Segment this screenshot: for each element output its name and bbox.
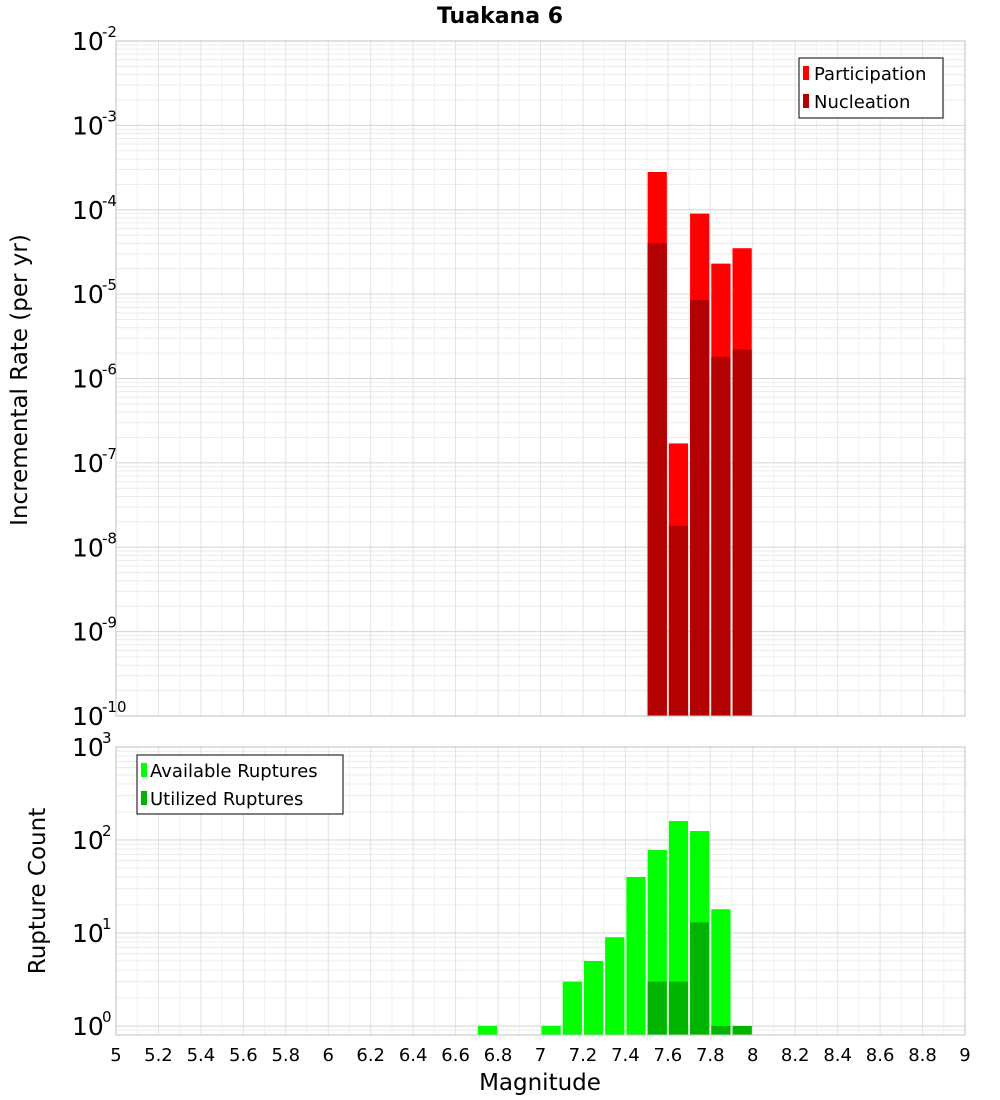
legend-label-utilized: Utilized Ruptures — [150, 789, 303, 810]
x-tick-label: 8.2 — [781, 1045, 810, 1066]
y-tick-label: 10 — [72, 618, 104, 647]
magnitude-x-ticks: 5 5.2 5.4 5.6 5.8 6 6.2 6.4 6.6 6.8 7 7.2 7.4 7.6 7.8 8… — [110, 1045, 970, 1066]
y-tick-exponent: 1 — [102, 915, 112, 933]
nucleation-bar — [690, 300, 710, 716]
rate-legend: Participation Nucleation — [798, 57, 944, 119]
y-tick-label: 10 — [72, 826, 104, 855]
y-tick-exponent: -4 — [102, 192, 117, 210]
x-tick-label: 5.2 — [144, 1045, 173, 1066]
utilized-ruptures-bar — [690, 922, 710, 1035]
legend-label-available: Available Ruptures — [150, 761, 318, 782]
y-tick-exponent: 2 — [102, 822, 112, 840]
legend-swatch-available — [141, 763, 147, 777]
x-tick-label: 9 — [959, 1045, 970, 1066]
count-legend-box — [136, 754, 344, 815]
y-tick-exponent: -7 — [102, 445, 117, 463]
x-tick-label: 5.8 — [271, 1045, 300, 1066]
count-bars — [477, 821, 752, 1035]
nucleation-bar — [647, 243, 667, 717]
x-tick-label: 8.4 — [823, 1045, 852, 1066]
y-tick-label: 10 — [72, 27, 104, 56]
y-tick-exponent: -8 — [102, 529, 117, 547]
y-tick-label: 10 — [72, 919, 104, 948]
x-tick-label: 6.6 — [441, 1045, 470, 1066]
x-tick-label: 5.6 — [229, 1045, 258, 1066]
y-tick-label: 10 — [72, 280, 104, 309]
x-axis-label: Magnitude — [479, 1070, 601, 1096]
utilized-ruptures-bar — [711, 1025, 731, 1035]
x-tick-label: 7.2 — [569, 1045, 598, 1066]
y-tick-label: 10 — [72, 196, 104, 225]
y-tick-exponent: -2 — [102, 23, 117, 41]
rate-bars — [647, 172, 752, 717]
legend-label-nucleation: Nucleation — [814, 92, 910, 113]
y-tick-label: 10 — [72, 1012, 104, 1041]
x-tick-label: 7 — [535, 1045, 546, 1066]
available-ruptures-bar — [583, 960, 604, 1035]
x-tick-label: 6.8 — [484, 1045, 513, 1066]
available-ruptures-bar — [626, 877, 646, 1035]
y-tick-exponent: -3 — [102, 107, 117, 125]
y-tick-exponent: -10 — [102, 698, 127, 716]
y-tick-label: 10 — [72, 365, 104, 394]
y-tick-label: 10 — [72, 449, 104, 478]
chart-title: Tuakana 6 — [437, 4, 563, 29]
rate-y-axis-label: Incremental Rate (per yr) — [7, 234, 33, 526]
y-tick-label: 10 — [72, 702, 104, 731]
y-tick-exponent: 3 — [102, 729, 112, 747]
utilized-ruptures-bar — [732, 1025, 752, 1035]
rate-gridlines — [115, 40, 966, 717]
legend-swatch-participation — [803, 66, 809, 80]
utilized-ruptures-bar — [647, 981, 667, 1035]
x-tick-label: 5 — [110, 1045, 121, 1066]
y-tick-exponent: -6 — [102, 361, 117, 379]
y-tick-exponent: -9 — [102, 614, 117, 632]
x-tick-label: 6 — [323, 1045, 334, 1066]
x-tick-label: 6.2 — [356, 1045, 385, 1066]
x-tick-label: 7.4 — [611, 1045, 640, 1066]
x-tick-label: 7.8 — [696, 1045, 725, 1066]
y-tick-label: 10 — [72, 111, 104, 140]
utilized-ruptures-bar — [668, 981, 689, 1035]
y-tick-exponent: -5 — [102, 276, 117, 294]
rate-plot-border — [115, 40, 966, 717]
available-ruptures-bar — [668, 821, 689, 1035]
x-tick-label: 6.4 — [399, 1045, 428, 1066]
available-ruptures-bar — [541, 1025, 561, 1035]
x-tick-label: 7.6 — [654, 1045, 683, 1066]
legend-swatch-utilized — [141, 791, 147, 805]
nucleation-bar — [668, 525, 689, 716]
x-tick-label: 8 — [747, 1045, 758, 1066]
available-ruptures-bar — [477, 1025, 498, 1035]
legend-swatch-nucleation — [803, 94, 809, 108]
x-tick-label: 5.4 — [187, 1045, 216, 1066]
nucleation-bar — [711, 356, 731, 716]
nucleation-bar — [732, 349, 752, 716]
count-plot-border — [115, 746, 966, 1036]
count-legend: Available Ruptures Utilized Ruptures — [136, 754, 344, 815]
x-tick-label: 8.6 — [866, 1045, 895, 1066]
y-tick-label: 10 — [72, 533, 104, 562]
y-tick-exponent: 0 — [102, 1008, 112, 1026]
x-tick-label: 8.8 — [908, 1045, 937, 1066]
available-ruptures-bar — [562, 981, 582, 1035]
y-tick-label: 10 — [72, 733, 104, 762]
rate-legend-box — [798, 57, 944, 119]
count-y-axis-label: Rupture Count — [25, 808, 51, 974]
legend-label-participation: Participation — [814, 64, 926, 85]
available-ruptures-bar — [605, 937, 625, 1035]
available-ruptures-bar — [711, 909, 731, 1035]
